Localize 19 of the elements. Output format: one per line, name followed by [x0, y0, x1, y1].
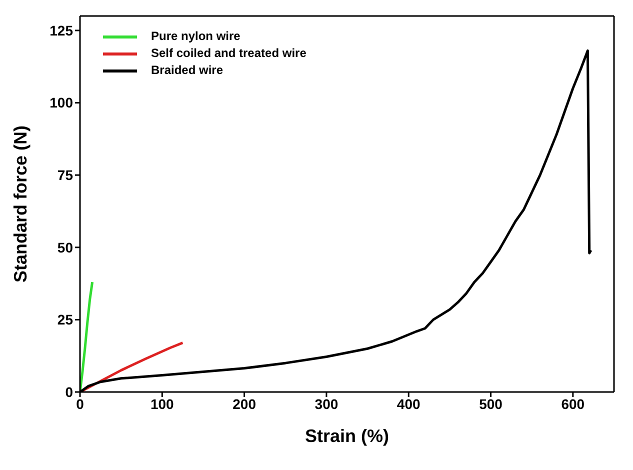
x-tick-label: 400	[396, 396, 421, 412]
y-tick-label: 50	[57, 239, 74, 256]
legend-label: Self coiled and treated wire	[151, 45, 306, 62]
x-tick-label: 500	[479, 396, 503, 412]
x-tick-label: 100	[150, 396, 174, 412]
x-tick-label: 0	[76, 396, 84, 412]
y-tick-label: 100	[50, 94, 74, 111]
x-tick-label: 200	[232, 396, 256, 412]
y-tick-label: 25	[57, 312, 74, 328]
x-tick-label: 300	[314, 396, 338, 412]
y-axis-title: Standard force (N)	[10, 125, 30, 283]
y-tick-label: 125	[50, 22, 74, 38]
line-series	[80, 280, 94, 392]
x-tick-label: 600	[561, 396, 585, 412]
y-tick-label: 0	[65, 384, 74, 400]
x-axis-title: Strain (%)	[304, 426, 390, 446]
legend-label: Pure nylon wire	[151, 28, 240, 45]
legend-label: Braided wire	[151, 62, 224, 79]
y-tick-label: 75	[57, 167, 74, 184]
